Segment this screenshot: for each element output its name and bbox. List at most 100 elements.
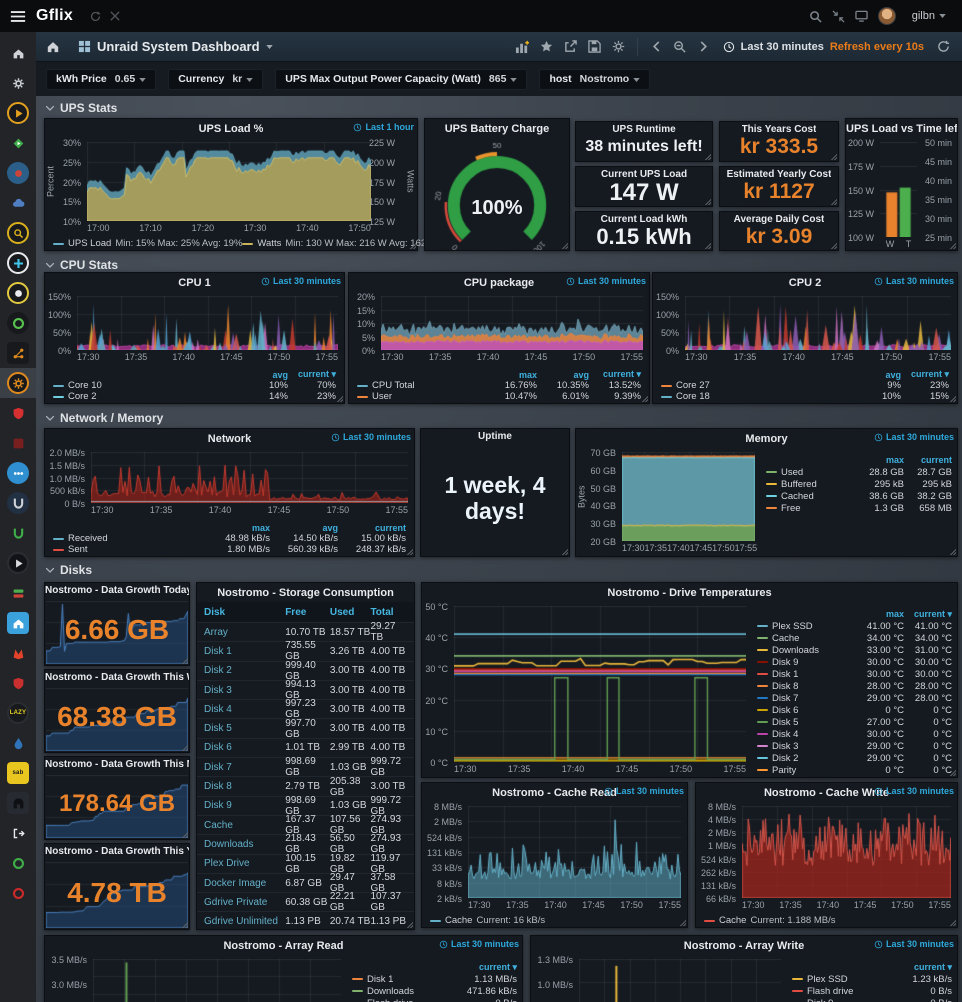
legend-column-current[interactable]: current ▾ — [297, 369, 336, 379]
save-button[interactable] — [584, 37, 606, 57]
panel-title[interactable]: UPS Load % — [198, 122, 264, 135]
share-button[interactable] — [560, 37, 582, 57]
legend-series-name[interactable]: Flash drive — [792, 986, 890, 997]
ups-load-vs-time-chart[interactable] — [880, 142, 917, 237]
variable-host[interactable]: host Nostromo — [539, 68, 651, 90]
panel-title[interactable]: This Years Cost — [741, 124, 817, 135]
cpu-1-chart[interactable] — [77, 296, 338, 350]
legend-series-name[interactable]: Parity — [757, 765, 856, 776]
legend-item[interactable]: Cache Current: 16 kB/s — [430, 915, 545, 926]
legend-column-current[interactable]: current ▾ — [478, 961, 517, 972]
legend-series-name[interactable]: Core 27 — [661, 380, 853, 391]
legend-column-current[interactable]: current ▾ — [913, 608, 952, 619]
sidebar-item-water-drop-icon[interactable] — [0, 728, 36, 758]
legend-series-name[interactable]: Received — [53, 533, 202, 544]
legend-column-max[interactable]: max — [885, 455, 904, 465]
zoom-out-button[interactable] — [669, 37, 691, 57]
panel-title[interactable]: Nostromo - Storage Consumption — [217, 586, 394, 599]
legend-series-name[interactable]: Core 18 — [661, 391, 853, 402]
panel-title[interactable]: CPU 1 — [178, 276, 211, 289]
sidebar-item-github-ring-icon[interactable] — [0, 848, 36, 878]
panel-title[interactable]: Nostromo - Data Growth This Week — [45, 672, 189, 683]
variable-kwh-price[interactable]: kWh Price 0.65 — [46, 68, 157, 90]
cache-write-chart[interactable] — [742, 806, 951, 898]
legend-column-avg[interactable]: avg — [885, 369, 901, 380]
legend-series-name[interactable]: Plex SSD — [757, 621, 856, 632]
playlist-cycle-button[interactable] — [85, 6, 105, 26]
legend-column-max[interactable]: max — [885, 609, 904, 619]
legend-column-max[interactable]: max — [518, 369, 537, 380]
tv-mode-button[interactable] — [855, 10, 868, 22]
sidebar-item-orange-gear-circle-icon[interactable] — [0, 368, 36, 398]
cpu-2-chart[interactable] — [685, 296, 951, 350]
legend-column-max[interactable]: max — [251, 522, 270, 533]
legend-series-name[interactable]: Disk 3 — [757, 741, 856, 752]
legend-series-name[interactable]: Core 10 — [53, 380, 240, 391]
sidebar-item-blue-dots-circle-icon[interactable] — [0, 458, 36, 488]
legend-series-name[interactable]: Disk 2 — [757, 753, 856, 764]
cache-read-chart[interactable] — [468, 806, 681, 898]
legend-series-name[interactable]: Disk 1 — [352, 974, 455, 985]
variable-value[interactable]: 0.65 — [115, 73, 146, 85]
sidebar-item-red-ring-icon[interactable] — [0, 878, 36, 908]
sidebar-item-dark-u-icon[interactable] — [0, 488, 36, 518]
panel-title[interactable]: Nostromo - Cache Read — [492, 786, 617, 799]
add-panel-button[interactable] — [512, 37, 534, 57]
memory-chart[interactable] — [622, 452, 755, 541]
star-button[interactable] — [536, 37, 558, 57]
sidebar-item-magnifier-ring-icon[interactable] — [0, 218, 36, 248]
growth-sparkline-3[interactable] — [46, 862, 188, 928]
legend-series-name[interactable]: Cached — [766, 491, 856, 502]
panel-title[interactable]: Network — [207, 432, 252, 445]
legend-column-avg[interactable]: avg — [322, 522, 338, 533]
legend-column-avg[interactable]: avg — [272, 369, 288, 380]
legend-series-name[interactable]: Flash drive — [352, 998, 455, 1002]
variable-currency[interactable]: Currency kr — [168, 68, 264, 90]
sidebar-item-cloud-icon[interactable] — [0, 188, 36, 218]
sidebar-item-home-icon[interactable] — [0, 38, 36, 68]
variable-ups-max-output-power-capacity-watt[interactable]: UPS Max Output Power Capacity (Watt) 865 — [275, 68, 528, 90]
growth-sparkline-2[interactable] — [46, 775, 188, 838]
playlist-stop-button[interactable] — [105, 6, 125, 26]
panel-title[interactable]: UPS Runtime — [612, 124, 676, 135]
panel-title[interactable]: Average Daily Cost — [733, 214, 825, 225]
sidebar-item-sign-out-icon[interactable] — [0, 818, 36, 848]
home-button[interactable] — [42, 37, 64, 57]
legend-series-name[interactable]: Disk 7 — [757, 693, 856, 704]
legend-series-name[interactable]: Disk 9 — [757, 657, 856, 668]
sidebar-item-red-blue-circle-icon[interactable] — [0, 158, 36, 188]
legend-column-avg[interactable]: avg — [573, 369, 589, 380]
panel-title[interactable]: CPU 2 — [788, 276, 822, 289]
sidebar-item-green-u-icon[interactable] — [0, 518, 36, 548]
panel-title[interactable]: Current UPS Load — [600, 169, 688, 180]
legend-series-name[interactable]: Cache — [757, 633, 856, 644]
sidebar-item-yellow-dot-circle-icon[interactable] — [0, 278, 36, 308]
legend-series-name[interactable]: Disk 4 — [757, 729, 856, 740]
table-column-header[interactable]: Used — [329, 606, 355, 618]
panel-title[interactable]: Nostromo - Cache Write — [763, 786, 890, 799]
sidebar-item-green-ring-icon[interactable] — [0, 308, 36, 338]
legend-series-name[interactable]: Used — [766, 467, 856, 478]
sidebar-item-play-ring-icon[interactable] — [0, 98, 36, 128]
sidebar-item-dark-red-square-icon[interactable] — [0, 428, 36, 458]
cpu-package-chart[interactable] — [381, 296, 643, 350]
growth-sparkline-1[interactable] — [46, 688, 188, 751]
time-range-picker[interactable]: Last 30 minutes Refresh every 10s — [717, 36, 930, 58]
sidebar-item-lazy-circle-icon[interactable]: LAZY — [0, 698, 36, 728]
user-menu-button[interactable]: gilbn — [906, 9, 952, 23]
battery-gauge[interactable] — [425, 138, 569, 250]
panel-title[interactable]: Nostromo - Data Growth This Year — [45, 846, 189, 857]
sidebar-item-orange-fox-icon[interactable] — [0, 638, 36, 668]
legend-series-name[interactable]: Downloads — [757, 645, 856, 656]
search-button[interactable] — [809, 10, 822, 23]
section-network-memory[interactable]: Network / Memory — [46, 411, 163, 425]
legend-item[interactable]: Cache Current: 1.188 MB/s — [704, 915, 835, 926]
panel-title[interactable]: UPS Load vs Time left — [846, 122, 957, 135]
drive-temperatures-chart[interactable] — [454, 606, 746, 762]
avatar[interactable] — [877, 7, 896, 25]
legend-series-name[interactable]: Disk 1 — [757, 669, 856, 680]
sidebar-item-green-diamond-play-icon[interactable] — [0, 128, 36, 158]
legend-series-name[interactable]: Sent — [53, 544, 202, 555]
dashboard-title-button[interactable]: Unraid System Dashboard — [72, 38, 279, 55]
exit-fullscreen-button[interactable] — [832, 10, 845, 23]
